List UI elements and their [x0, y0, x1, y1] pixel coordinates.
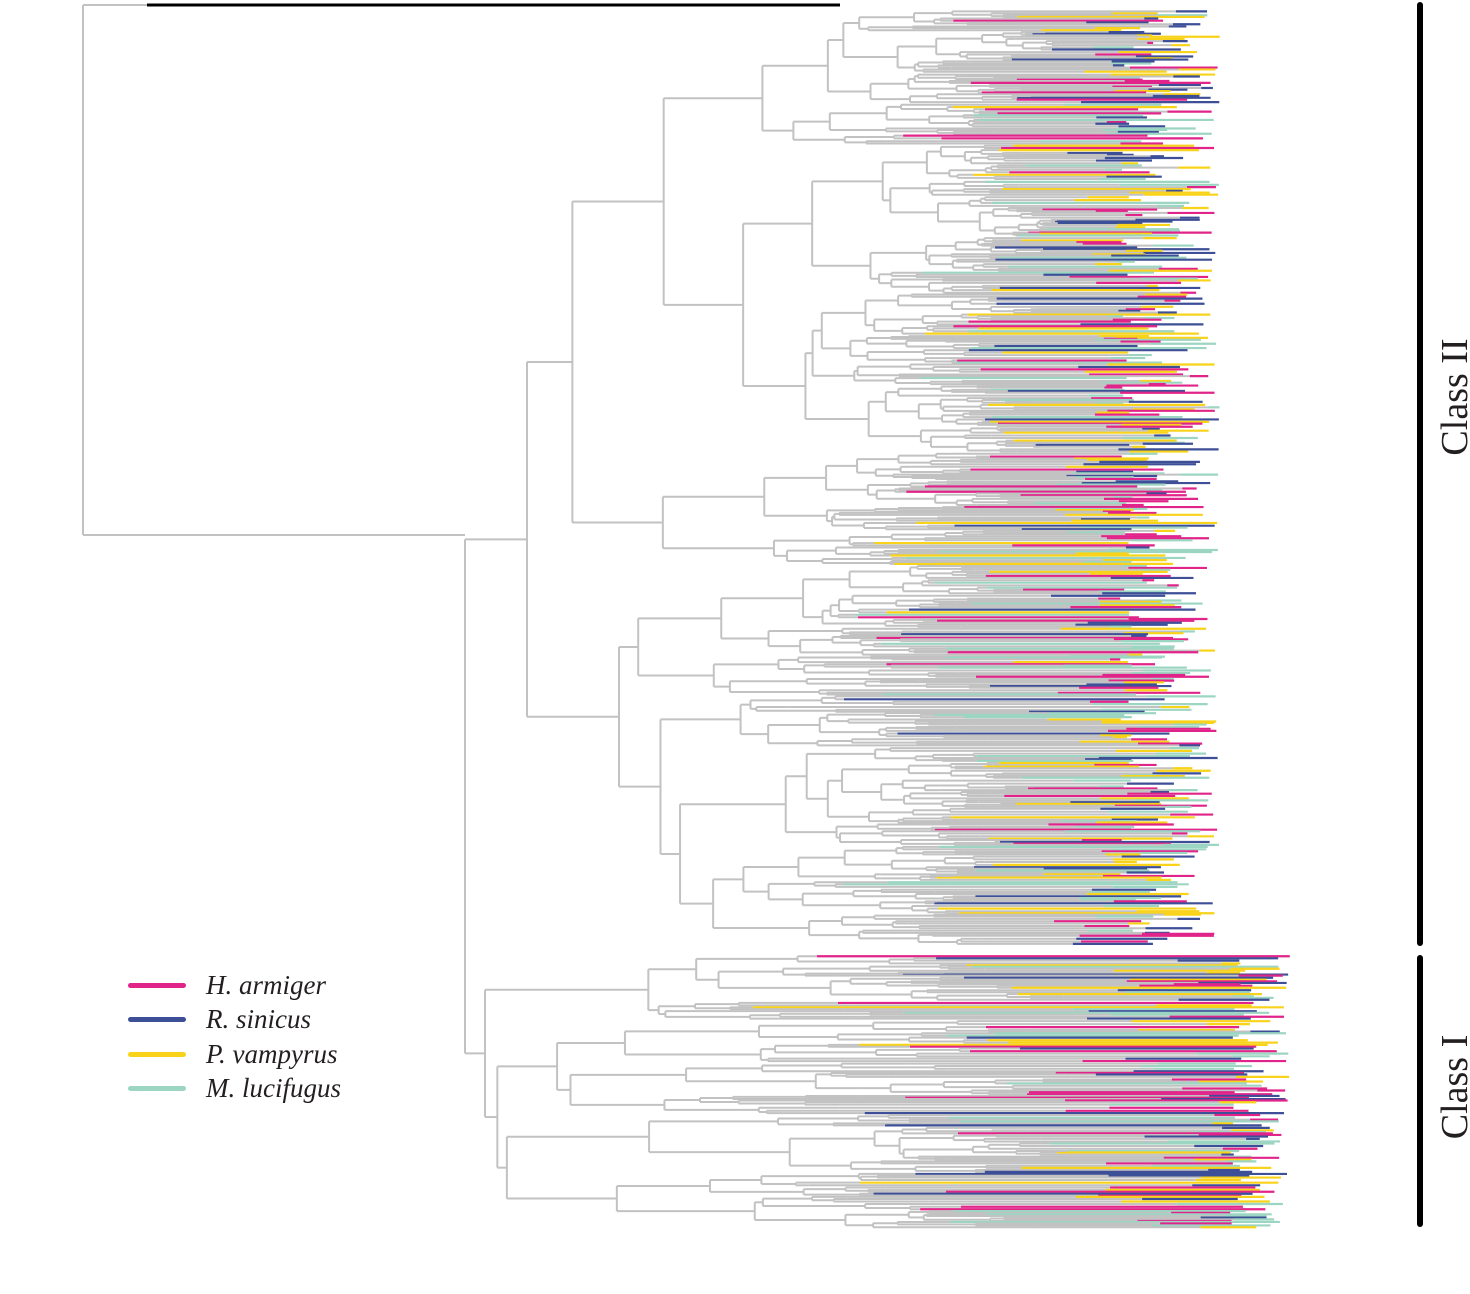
- class-ii-bracket: [1417, 2, 1423, 946]
- class-i-label: Class I: [1434, 1035, 1470, 1140]
- legend: H. armiger R. sinicus P. vampyrus M. luc…: [128, 968, 341, 1106]
- legend-item-p-vampyrus: P. vampyrus: [128, 1037, 341, 1072]
- legend-swatch: [128, 982, 186, 988]
- legend-swatch: [128, 1051, 186, 1057]
- legend-label: H. armiger: [206, 969, 326, 1000]
- legend-item-h-armiger: H. armiger: [128, 968, 341, 1003]
- legend-swatch: [128, 1086, 186, 1092]
- class-i-bracket: [1417, 955, 1423, 1227]
- legend-label: P. vampyrus: [206, 1038, 338, 1069]
- legend-swatch: [128, 1017, 186, 1023]
- class-ii-label: Class II: [1434, 338, 1470, 456]
- legend-label: M. lucifugus: [206, 1073, 341, 1104]
- legend-item-r-sinicus: R. sinicus: [128, 1003, 341, 1038]
- legend-label: R. sinicus: [206, 1004, 311, 1035]
- legend-item-m-lucifugus: M. lucifugus: [128, 1072, 341, 1107]
